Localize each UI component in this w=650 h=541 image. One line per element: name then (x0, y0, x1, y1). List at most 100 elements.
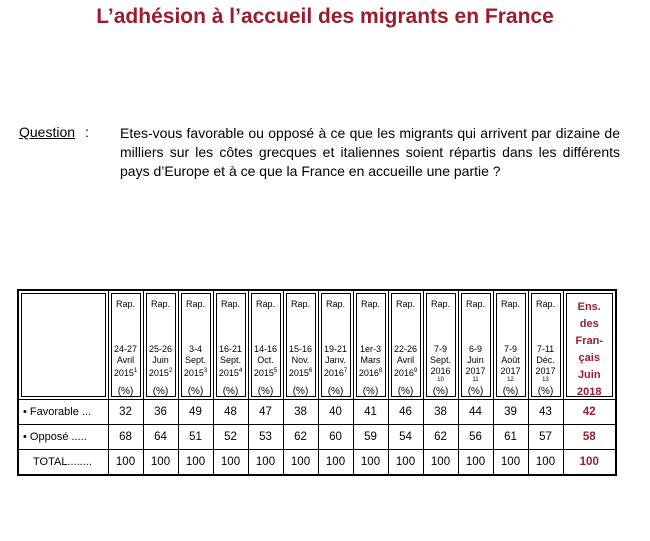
column-rap: Rap. (430, 299, 450, 309)
table-cell: 51 (177, 424, 214, 450)
column-header: Rap. 3-4 Sept. 20153 (%) (177, 289, 214, 400)
column-unit: (%) (187, 386, 204, 397)
table-cell: 100 (107, 449, 144, 476)
column-date: 7-9 Août 2017 (500, 344, 521, 376)
column-date: 25-26 Juin 20152 (148, 344, 173, 378)
table-cell: 62 (282, 424, 319, 450)
row-label: • Favorable ... (17, 399, 109, 425)
column-footnote: 13 (542, 377, 549, 383)
column-rap: Rap. (465, 299, 485, 309)
table-cell: 100 (492, 449, 529, 476)
table-cell: 56 (457, 424, 494, 450)
question-colon: : (84, 124, 89, 140)
column-header: Rap. 25-26 Juin 20152 (%) (142, 289, 179, 400)
table-cell: 38 (282, 399, 319, 425)
table-cell: 46 (387, 399, 424, 425)
table-cell: 100 (527, 449, 564, 476)
table-cell: 44 (457, 399, 494, 425)
column-unit: (%) (327, 386, 344, 397)
column-date: 7-11 Déc. 2017 (535, 344, 556, 376)
table-cell: 41 (352, 399, 389, 425)
column-unit: (%) (467, 386, 484, 397)
column-rap: Rap. (395, 299, 415, 309)
column-footnote: 11 (472, 377, 479, 383)
table-cell: 61 (492, 424, 529, 450)
table-cell: 100 (352, 449, 389, 476)
table-cell: 100 (422, 449, 459, 476)
column-date: 24-27 Avril 20151 (113, 344, 138, 378)
column-rap: Rap. (220, 299, 240, 309)
column-unit: (%) (537, 386, 554, 397)
column-unit: (%) (397, 386, 414, 397)
column-date: 16-21 Sept. 20154 (218, 344, 243, 378)
table-cell: 49 (177, 399, 214, 425)
table-cell: 54 (387, 424, 424, 450)
table-cell: 53 (247, 424, 284, 450)
table-cell: 100 (317, 449, 354, 476)
table-cell: 59 (352, 424, 389, 450)
table-cell: 100 (387, 449, 424, 476)
column-header: Rap. 15-16 Nov. 20156 (%) (282, 289, 319, 400)
table-cell: 43 (527, 399, 564, 425)
table-cell: 100 (142, 449, 179, 476)
column-header: Rap. 7-11 Déc. 2017 13 (%) (527, 289, 564, 400)
table-cell-highlight: 42 (562, 399, 617, 425)
table-cell: 32 (107, 399, 144, 425)
column-rap: Rap. (115, 299, 135, 309)
column-rap: Rap. (150, 299, 170, 309)
table-cell: 36 (142, 399, 179, 425)
column-unit: (%) (432, 386, 449, 397)
question-label-text: Question (19, 124, 76, 140)
column-header: Rap. 14-16 Oct. 20155 (%) (247, 289, 284, 400)
column-date: 7-9 Sept. 2016 (429, 344, 451, 376)
column-header: Rap. 16-21 Sept. 20154 (%) (212, 289, 249, 400)
column-date: 3-4 Sept. 20153 (183, 344, 208, 378)
table-cell: 48 (212, 399, 249, 425)
column-unit: (%) (292, 386, 309, 397)
table-cell: 64 (142, 424, 179, 450)
header-row: Rap. 24-27 Avril 20151 (%) Rap. 25-26 Juin 20152… (17, 289, 617, 400)
total-column-label: Ens. des Fran-çais Juin 2018 (575, 301, 604, 398)
table-row: • Favorable ... 32 36 49 48 47 38 40 41 46 38 44 39 4… (17, 399, 617, 425)
column-rap: Rap. (500, 299, 520, 309)
column-date: 6-9 Juin 2017 (465, 344, 486, 376)
column-unit: (%) (222, 386, 239, 397)
column-header: Rap. 19-21 Janv. 20167 (%) (317, 289, 354, 400)
header-corner (17, 289, 109, 400)
table-cell-highlight: 58 (562, 424, 617, 450)
table-cell: 100 (282, 449, 319, 476)
column-header: Rap. 6-9 Juin 2017 11 (%) (457, 289, 494, 400)
results-table: Rap. 24-27 Avril 20151 (%) Rap. 25-26 Juin 20152… (17, 289, 617, 476)
question-label: Question : (19, 124, 89, 140)
column-header: Rap. 7-9 Août 2017 12 (%) (492, 289, 529, 400)
column-date: 15-16 Nov. 20156 (288, 344, 313, 378)
column-header: Rap. 7-9 Sept. 2016 10 (%) (422, 289, 459, 400)
column-rap: Rap. (360, 299, 380, 309)
table-cell: 100 (457, 449, 494, 476)
table-cell: 47 (247, 399, 284, 425)
column-footnote: 10 (437, 377, 444, 383)
column-rap: Rap. (535, 299, 555, 309)
row-label: TOTAL........ (17, 449, 109, 476)
column-unit: (%) (257, 386, 274, 397)
column-header: Rap. 1er-3 Mars 20168 (%) (352, 289, 389, 400)
column-unit: (%) (362, 386, 379, 397)
column-unit: (%) (502, 386, 519, 397)
column-date: 1er-3 Mars 20168 (358, 344, 383, 378)
table-cell: 100 (247, 449, 284, 476)
column-rap: Rap. (185, 299, 205, 309)
table-cell: 100 (177, 449, 214, 476)
table-cell: 68 (107, 424, 144, 450)
column-rap: Rap. (290, 299, 310, 309)
table-cell: 38 (422, 399, 459, 425)
column-header: Rap. 22-26 Avril 20169 (%) (387, 289, 424, 400)
table-cell: 57 (527, 424, 564, 450)
column-date: 22-26 Avril 20169 (393, 344, 418, 378)
column-footnote: 12 (507, 377, 514, 383)
table-cell-highlight: 100 (562, 449, 617, 476)
table-cell: 40 (317, 399, 354, 425)
question-text: Etes-vous favorable ou opposé à ce que l… (120, 125, 620, 179)
column-unit: (%) (117, 386, 134, 397)
page-title: L’adhésion à l’accueil des migrants en F… (96, 5, 554, 28)
